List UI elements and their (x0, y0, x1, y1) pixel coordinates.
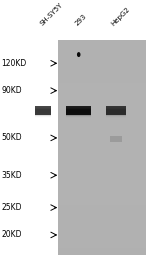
Bar (58, 47, 146, 54)
Bar (58, 76, 146, 83)
Bar (66, 108, 91, 113)
Bar (106, 108, 126, 113)
Bar (58, 133, 146, 140)
Bar (66, 107, 91, 112)
Bar (58, 198, 146, 205)
Bar (35, 108, 51, 113)
Bar (66, 106, 91, 111)
Bar (58, 212, 146, 219)
Bar (106, 107, 126, 112)
Bar (35, 112, 51, 117)
Bar (58, 154, 146, 162)
Bar (106, 110, 126, 116)
Bar (58, 233, 146, 240)
Bar (35, 113, 51, 118)
Bar (58, 240, 146, 248)
Text: 35KD: 35KD (2, 171, 22, 180)
Bar (58, 54, 146, 61)
Bar (58, 68, 146, 76)
Bar (58, 147, 146, 154)
Bar (35, 107, 51, 112)
Text: 50KD: 50KD (2, 133, 22, 142)
Bar (58, 205, 146, 212)
Bar (58, 83, 146, 90)
Bar (35, 110, 51, 116)
Bar (35, 106, 51, 111)
Bar (58, 118, 146, 126)
Bar (35, 109, 51, 114)
Text: 25KD: 25KD (2, 203, 22, 212)
Bar (106, 106, 126, 111)
Bar (35, 109, 51, 115)
Bar (106, 113, 126, 118)
Text: 120KD: 120KD (2, 59, 27, 68)
Bar (66, 109, 91, 115)
Bar (58, 176, 146, 183)
Bar (58, 248, 146, 255)
Bar (66, 110, 91, 116)
Bar (66, 113, 91, 118)
Bar (66, 106, 91, 111)
Bar (106, 112, 126, 117)
Ellipse shape (77, 52, 81, 57)
Bar (58, 140, 146, 147)
Bar (106, 109, 126, 115)
Bar (58, 90, 146, 97)
Bar (58, 183, 146, 190)
Bar (106, 106, 126, 115)
Bar (58, 169, 146, 176)
Bar (58, 162, 146, 169)
Bar (106, 111, 126, 116)
Text: HepG2: HepG2 (110, 6, 131, 27)
Bar (58, 126, 146, 133)
Bar (66, 109, 91, 114)
Bar (66, 111, 91, 116)
Bar (66, 106, 91, 115)
Bar (58, 40, 146, 255)
Bar (35, 106, 51, 115)
Bar (106, 106, 126, 111)
Bar (35, 111, 51, 116)
Bar (58, 111, 146, 118)
Bar (58, 190, 146, 198)
Text: 20KD: 20KD (2, 230, 22, 240)
Bar (58, 40, 146, 47)
Bar (58, 97, 146, 104)
Bar (58, 61, 146, 68)
Bar (66, 112, 91, 117)
Bar (106, 109, 126, 114)
Text: SH-SY5Y: SH-SY5Y (39, 2, 64, 27)
Bar (110, 136, 122, 142)
Bar (35, 106, 51, 111)
Bar (58, 104, 146, 111)
Bar (58, 226, 146, 233)
Text: 90KD: 90KD (2, 86, 22, 95)
Bar (58, 219, 146, 226)
Text: 293: 293 (74, 13, 87, 27)
